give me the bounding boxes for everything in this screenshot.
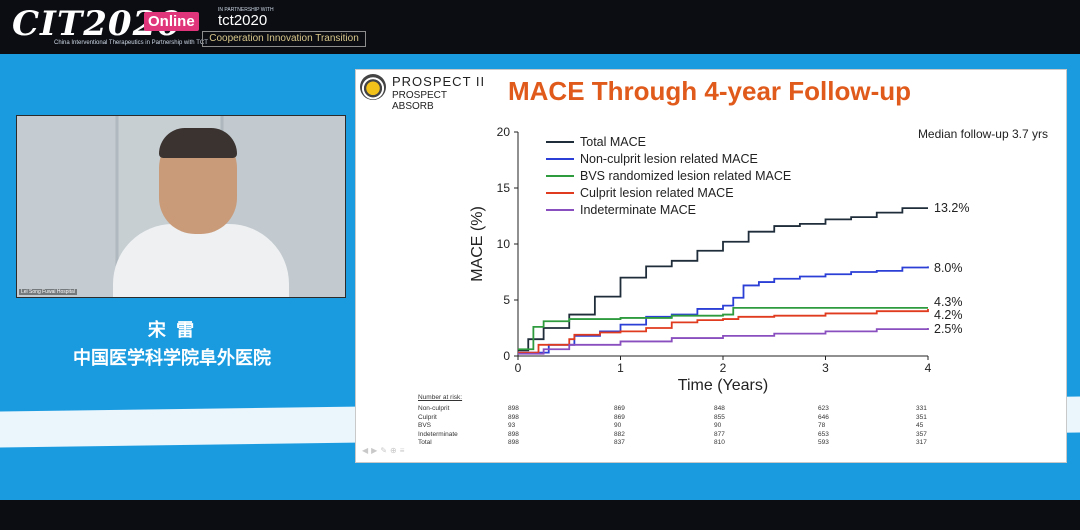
video-caption: Lei Song Fuwai Hospital [19, 289, 77, 295]
risk-table-title: Number at risk: [418, 394, 463, 401]
pen-icon[interactable]: ✎ [380, 446, 391, 455]
logo-line-1: PROSPECT II [392, 74, 486, 89]
risk-row: Total 898 837 810 593 317 [418, 439, 978, 448]
risk-row-label: Indeterminate [418, 430, 458, 438]
risk-row: Culprit 898 869 855 646 351 [418, 414, 978, 423]
risk-row-label: BVS [418, 422, 432, 429]
x-tick-label: 1 [617, 361, 624, 375]
x-axis-title: Time (Years) [678, 377, 768, 394]
risk-cell: 898 [508, 439, 519, 446]
risk-row-label: Non-culprit [418, 405, 450, 412]
tct-logo: tct2020 [218, 12, 268, 29]
risk-cell: 90 [614, 422, 622, 429]
legend-label-4: Culprit lesion related MACE [580, 186, 734, 200]
series-end-label-4: 4.2% [934, 308, 963, 322]
next-icon[interactable]: ▶ [371, 446, 381, 455]
risk-row: BVS 93 90 90 78 45 [418, 422, 978, 431]
risk-cell: 646 [818, 413, 829, 421]
x-tick-label: 3 [822, 361, 829, 375]
menu-icon[interactable]: ≡ [399, 446, 408, 455]
follow-up-note: Median follow-up 3.7 yrs [918, 127, 1048, 141]
risk-cell: 810 [714, 439, 725, 446]
cit-logo-subtitle: China Interventional Therapeutics in Par… [54, 40, 208, 46]
y-tick-label: 15 [497, 181, 511, 195]
x-tick-label: 2 [720, 361, 727, 375]
prospect-logo-icon [360, 74, 386, 100]
x-tick-label: 4 [925, 361, 932, 375]
risk-cell: 78 [818, 422, 826, 429]
series-end-label-1: 13.2% [934, 201, 969, 215]
series-end-label-3: 4.3% [934, 295, 963, 309]
zoom-icon[interactable]: ⊕ [390, 446, 400, 455]
risk-cell: 837 [614, 439, 625, 446]
risk-cell: 882 [614, 430, 625, 438]
risk-cell: 898 [508, 413, 519, 421]
mace-chart: 0 5 10 15 20 0 1 2 3 4 Time (Years) MACE (%) Median … [469, 125, 1048, 394]
risk-row: Indeterminate 898 882 877 653 357 [418, 431, 978, 440]
risk-cell: 869 [614, 405, 625, 412]
speaker-body [113, 224, 289, 297]
presentation-slide: PROSPECT II PROSPECT ABSORB MACE Through… [355, 69, 1067, 463]
partner-prefix: IN PARTNERSHIP WITH [218, 7, 274, 13]
y-tick-label: 0 [503, 349, 510, 363]
series-line-4 [518, 308, 929, 354]
risk-cell: 45 [916, 422, 924, 429]
y-tick-label: 10 [497, 237, 511, 251]
risk-cell: 317 [916, 439, 927, 446]
bottom-bar [0, 500, 1080, 530]
legend-label-3: BVS randomized lesion related MACE [580, 169, 791, 183]
risk-cell: 90 [714, 422, 722, 429]
tagline: Cooperation Innovation Transition [202, 31, 366, 47]
risk-row: Non-culprit 898 869 848 623 331 [418, 405, 978, 414]
speaker-hair [159, 128, 237, 158]
legend-label-5: Indeterminate MACE [580, 203, 696, 217]
risk-row-label: Total [418, 439, 432, 446]
risk-cell: 869 [614, 413, 625, 421]
speaker-affiliation: 中国医学科学院阜外医院 [73, 348, 271, 369]
risk-cell: 357 [916, 430, 927, 438]
series-line-2 [518, 266, 929, 354]
risk-cell: 331 [916, 405, 927, 412]
logo-line-2: PROSPECT ABSORB [392, 90, 447, 112]
risk-cell: 93 [508, 422, 516, 429]
legend-label-1: Total MACE [580, 135, 646, 149]
series-line-3 [518, 306, 928, 351]
speaker-video: Lei Song Fuwai Hospital [16, 115, 346, 298]
prospect-logo: PROSPECT II PROSPECT ABSORB [360, 74, 486, 112]
y-axis-title: MACE (%) [469, 206, 486, 282]
online-badge: Online [144, 12, 199, 31]
y-tick-label: 5 [503, 293, 510, 307]
speaker-name: 宋 雷 [147, 320, 197, 341]
series-line-5 [518, 328, 929, 355]
broadcast-header: CIT2020 China Interventional Therapeutic… [0, 0, 1080, 54]
series-end-label-2: 8.0% [934, 261, 963, 275]
risk-cell: 653 [818, 430, 829, 438]
risk-cell: 877 [714, 430, 725, 438]
risk-row-label: Culprit [418, 413, 437, 421]
risk-cell: 855 [714, 413, 725, 421]
risk-cell: 898 [508, 405, 519, 412]
risk-cell: 848 [714, 405, 725, 412]
risk-cell: 898 [508, 430, 519, 438]
x-tick-label: 0 [515, 361, 522, 375]
slide-title: MACE Through 4-year Follow-up [508, 76, 911, 106]
series-end-label-5: 2.5% [934, 322, 963, 336]
series-line-1 [518, 207, 928, 352]
y-tick-label: 20 [497, 125, 511, 139]
legend-label-2: Non-culprit lesion related MACE [580, 152, 758, 166]
risk-cell: 351 [916, 413, 927, 421]
number-at-risk-table: Number at risk: Non-culprit 898 869 848 623 3… [418, 394, 978, 448]
risk-cell: 623 [818, 405, 829, 412]
prev-icon[interactable]: ◀ [362, 446, 372, 455]
slide-toolbar[interactable]: ◀▶✎⊕≡ [362, 446, 407, 455]
risk-cell: 593 [818, 439, 829, 446]
